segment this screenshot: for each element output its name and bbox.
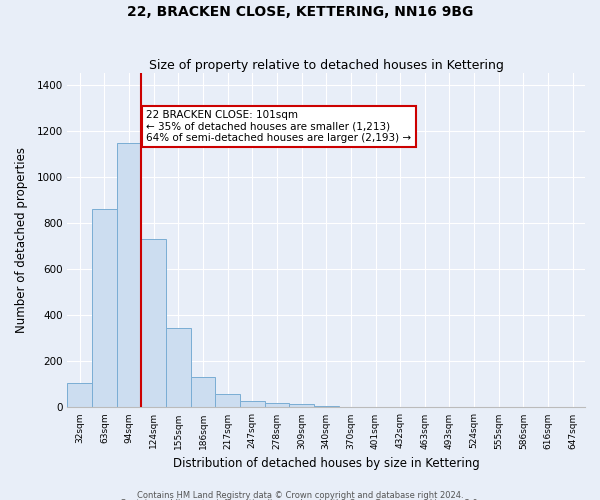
Text: Contains HM Land Registry data © Crown copyright and database right 2024.: Contains HM Land Registry data © Crown c…	[137, 490, 463, 500]
Bar	[67, 383, 92, 407]
Bar	[215, 394, 240, 407]
Bar	[142, 239, 166, 408]
Bar	[92, 209, 117, 408]
Text: Contains public sector information licensed under the Open Government Licence 3.: Contains public sector information licen…	[120, 499, 480, 500]
Bar	[265, 403, 289, 407]
Text: 22 BRACKEN CLOSE: 101sqm
← 35% of detached houses are smaller (1,213)
64% of sem: 22 BRACKEN CLOSE: 101sqm ← 35% of detach…	[146, 110, 412, 144]
Bar	[314, 406, 338, 407]
Text: 22, BRACKEN CLOSE, KETTERING, NN16 9BG: 22, BRACKEN CLOSE, KETTERING, NN16 9BG	[127, 5, 473, 19]
Bar	[240, 400, 265, 407]
Title: Size of property relative to detached houses in Kettering: Size of property relative to detached ho…	[149, 59, 503, 72]
Bar	[166, 328, 191, 407]
X-axis label: Distribution of detached houses by size in Kettering: Distribution of detached houses by size …	[173, 457, 479, 470]
Bar	[289, 404, 314, 407]
Bar	[191, 378, 215, 408]
Bar	[117, 144, 142, 408]
Y-axis label: Number of detached properties: Number of detached properties	[15, 148, 28, 334]
